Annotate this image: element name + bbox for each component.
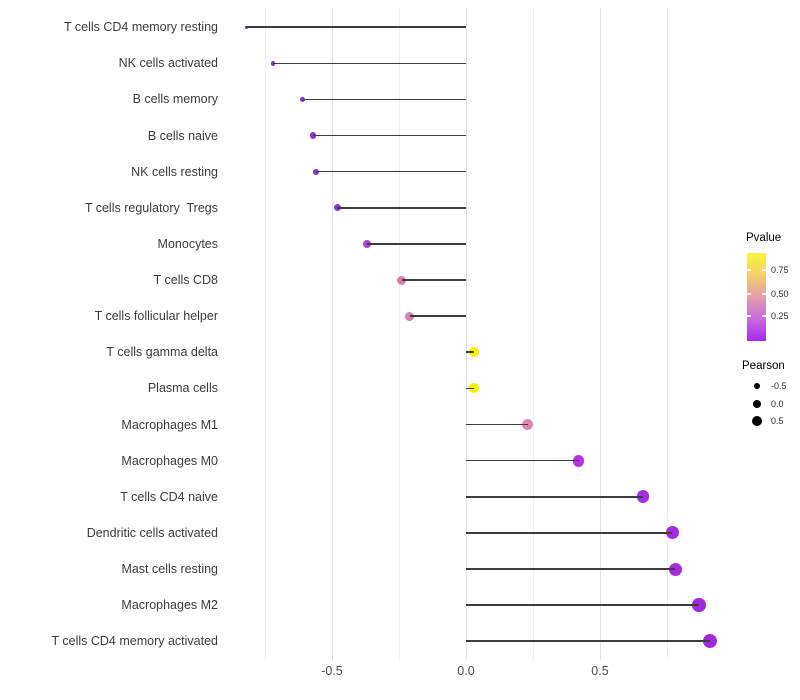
minor-gridline	[399, 8, 400, 660]
data-point	[405, 311, 415, 321]
lollipop-segment	[366, 243, 466, 245]
pvalue-tick-label: 0.50	[771, 289, 789, 299]
lollipop-segment	[466, 568, 676, 570]
data-point	[668, 562, 682, 576]
lollipop-segment	[246, 26, 466, 28]
lollipop-segment	[302, 98, 466, 101]
pvalue-gradient-tick	[762, 315, 766, 317]
pvalue-gradient-tick	[747, 293, 751, 295]
lollipop-segment	[466, 640, 710, 643]
y-axis-label: T cells CD8	[153, 273, 218, 288]
y-axis-label: B cells naive	[147, 128, 218, 143]
y-axis-label: NK cells resting	[131, 164, 218, 179]
major-gridline	[332, 8, 333, 660]
y-axis-label: T cells follicular helper	[94, 309, 218, 324]
major-gridline	[466, 8, 467, 660]
data-point	[469, 383, 480, 394]
y-axis-label: T cells CD4 memory resting	[64, 20, 218, 35]
data-point	[270, 60, 276, 66]
data-point	[702, 634, 717, 649]
pvalue-legend-title: Pvalue	[746, 232, 782, 244]
y-axis-label: Macrophages M0	[121, 453, 218, 468]
x-axis-tick-label: 0.0	[457, 664, 475, 678]
y-axis-label: Macrophages M2	[121, 598, 218, 613]
pvalue-tick-label: 0.75	[771, 265, 789, 275]
y-axis-label: Macrophages M1	[121, 417, 218, 432]
y-axis-label: Monocytes	[157, 236, 218, 251]
data-point	[692, 598, 706, 612]
minor-gridline	[667, 8, 668, 660]
pearson-legend-title: Pearson	[742, 360, 785, 372]
y-axis-label: Dendritic cells activated	[86, 525, 218, 540]
y-axis-label: Mast cells resting	[121, 562, 218, 576]
lollipop-segment	[466, 495, 643, 498]
minor-gridline	[533, 8, 534, 660]
y-axis-label: Plasma cells	[147, 381, 218, 396]
pvalue-gradient-tick	[747, 315, 751, 317]
lollipop-segment	[409, 315, 466, 317]
pvalue-gradient-tick	[747, 269, 751, 271]
pearson-legend-dot	[753, 382, 761, 390]
lollipop-segment	[273, 62, 466, 65]
data-point	[469, 347, 480, 358]
x-axis-tick-label: -0.5	[321, 664, 343, 678]
lollipop-segment	[466, 459, 579, 462]
data-point	[299, 96, 306, 103]
x-axis-tick-label: 0.5	[591, 664, 609, 678]
pearson-legend-dot	[752, 399, 762, 409]
pvalue-gradient-tick	[762, 293, 766, 295]
pearson-legend-label: 0.0	[771, 399, 784, 409]
pearson-legend-label: 0.5	[771, 416, 784, 426]
y-axis-label: T cells CD4 memory activated	[51, 634, 219, 649]
pvalue-gradient-tick	[762, 269, 766, 271]
pearson-legend-label: -0.5	[771, 381, 787, 391]
lollipop-segment	[315, 170, 466, 173]
data-point	[310, 132, 317, 139]
data-point	[333, 204, 341, 212]
lollipop-segment	[401, 279, 466, 281]
data-point	[572, 454, 585, 467]
lollipop-segment	[466, 423, 528, 426]
y-axis-label: B cells memory	[132, 92, 218, 107]
data-point	[244, 25, 248, 29]
data-point	[636, 490, 650, 504]
minor-gridline	[265, 8, 266, 660]
pearson-legend-dot	[751, 415, 763, 427]
lollipop-segment	[466, 351, 475, 354]
lollipop-segment	[466, 532, 673, 534]
y-axis-label: T cells regulatory Tregs	[84, 200, 218, 215]
pvalue-gradient-bar	[747, 253, 766, 341]
major-gridline	[600, 8, 601, 660]
lollipop-segment	[466, 387, 475, 390]
lollipop-segment	[313, 134, 466, 137]
pvalue-tick-label: 0.25	[771, 311, 789, 321]
lollipop-segment	[337, 207, 466, 209]
data-point	[665, 526, 679, 540]
y-axis-label: NK cells activated	[118, 56, 218, 71]
data-point	[522, 419, 534, 431]
y-axis-label: T cells CD4 naive	[120, 489, 218, 504]
lollipop-segment	[466, 604, 700, 606]
y-axis-label: T cells gamma delta	[106, 345, 218, 360]
